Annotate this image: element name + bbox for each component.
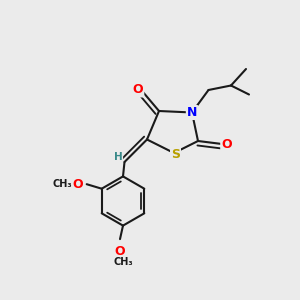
Text: CH₃: CH₃ — [52, 179, 72, 189]
Text: O: O — [221, 137, 232, 151]
Text: CH₃: CH₃ — [113, 257, 133, 267]
Text: O: O — [115, 244, 125, 258]
Text: S: S — [171, 148, 180, 161]
Text: H: H — [113, 152, 122, 162]
Text: O: O — [72, 178, 83, 191]
Text: N: N — [187, 106, 197, 119]
Text: O: O — [133, 83, 143, 97]
